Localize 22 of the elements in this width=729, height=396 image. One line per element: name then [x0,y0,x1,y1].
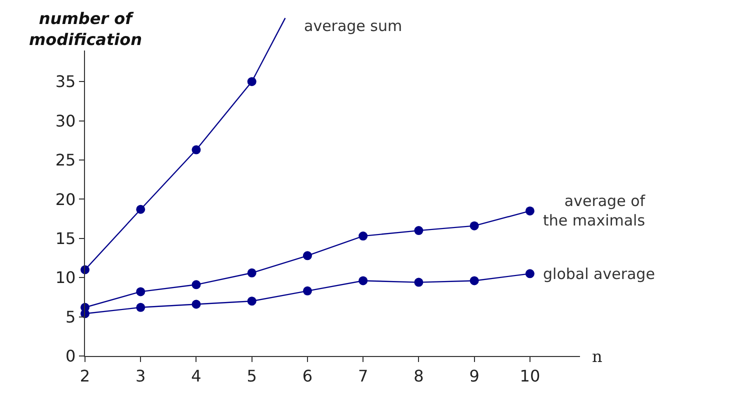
x-tick-label: 9 [469,366,480,386]
x-tick-label: 7 [358,366,368,386]
y-tick-label: 5 [66,307,76,326]
series-label: global average [543,265,655,283]
x-tick-label: 8 [414,366,424,386]
y-tick-label: 20 [55,190,76,209]
y-tick-label: 10 [55,268,76,288]
x-tick-label: 5 [246,366,257,386]
x-tick-label: 4 [191,366,202,386]
y-tick-label: 0 [66,346,76,366]
x-axis-title: n [592,347,602,366]
x-tick-label: 2 [80,366,90,386]
x-tick-label: 3 [136,366,146,386]
y-tick-label: 25 [55,150,76,170]
y-tick-label: 30 [55,111,76,130]
y-axis-title: number of modification [29,9,142,49]
y-tick-label: 15 [55,228,76,248]
series-label: average of the maximals [543,192,646,230]
y-tick-label: 35 [55,72,76,92]
text: average sum [304,17,402,35]
x-tick-label: 10 [520,366,540,386]
x-tick-label: 6 [302,366,313,386]
